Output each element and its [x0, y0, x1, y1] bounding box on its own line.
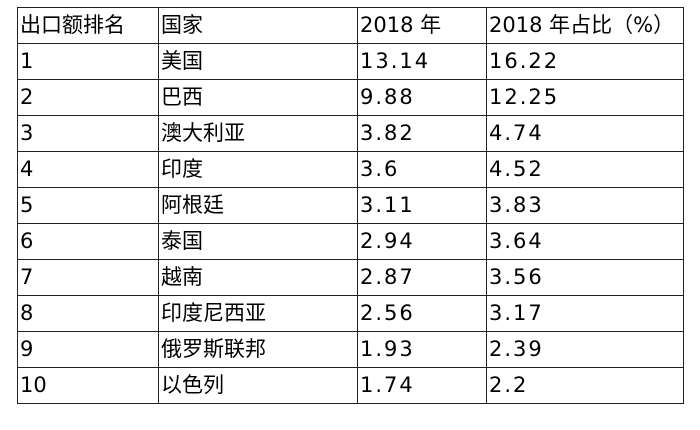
rank-cell: 8	[17, 295, 159, 332]
rank-cell: 1	[17, 43, 159, 80]
table-row: 9 俄罗斯联邦 1.93 2.39	[17, 331, 684, 368]
share-2018-cell: 4.74	[486, 115, 684, 152]
share-2018-cell: 16.22	[486, 43, 684, 80]
share-2018-cell: 3.64	[486, 223, 684, 260]
rank-cell: 4	[17, 151, 159, 188]
value-2018-cell: 1.74	[357, 367, 487, 404]
value-2018-cell: 2.87	[357, 259, 487, 296]
value-2018-cell: 13.14	[357, 43, 487, 80]
rank-cell: 5	[17, 187, 159, 224]
country-cell: 美国	[158, 43, 358, 80]
country-cell: 俄罗斯联邦	[158, 331, 358, 368]
share-2018-cell: 4.52	[486, 151, 684, 188]
table-row: 10 以色列 1.74 2.2	[17, 367, 684, 404]
rank-cell: 9	[17, 331, 159, 368]
header-row: 出口额排名 国家 2018 年 2018 年占比（%）	[17, 7, 684, 44]
country-cell: 印度尼西亚	[158, 295, 358, 332]
country-cell: 越南	[158, 259, 358, 296]
rank-cell: 10	[17, 367, 159, 404]
table-row: 2 巴西 9.88 12.25	[17, 79, 684, 116]
country-cell: 印度	[158, 151, 358, 188]
value-2018-cell: 3.6	[357, 151, 487, 188]
value-2018-cell: 2.56	[357, 295, 487, 332]
share-2018-cell: 3.83	[486, 187, 684, 224]
table-row: 3 澳大利亚 3.82 4.74	[17, 115, 684, 152]
rank-cell: 3	[17, 115, 159, 152]
header-country: 国家	[158, 7, 358, 44]
header-rank: 出口额排名	[17, 7, 159, 44]
share-2018-cell: 3.17	[486, 295, 684, 332]
share-2018-cell: 12.25	[486, 79, 684, 116]
table-row: 5 阿根廷 3.11 3.83	[17, 187, 684, 224]
share-2018-cell: 2.2	[486, 367, 684, 404]
rank-cell: 6	[17, 223, 159, 260]
share-2018-cell: 2.39	[486, 331, 684, 368]
country-cell: 以色列	[158, 367, 358, 404]
value-2018-cell: 2.94	[357, 223, 487, 260]
country-cell: 阿根廷	[158, 187, 358, 224]
header-2018: 2018 年	[357, 7, 487, 44]
table-row: 7 越南 2.87 3.56	[17, 259, 684, 296]
table-row: 1 美国 13.14 16.22	[17, 43, 684, 80]
country-cell: 泰国	[158, 223, 358, 260]
value-2018-cell: 9.88	[357, 79, 487, 116]
export-ranking-table: 出口额排名 国家 2018 年 2018 年占比（%） 1 美国 13.14 16.2…	[17, 7, 684, 404]
share-2018-cell: 3.56	[486, 259, 684, 296]
value-2018-cell: 3.82	[357, 115, 487, 152]
value-2018-cell: 1.93	[357, 331, 487, 368]
rank-cell: 7	[17, 259, 159, 296]
rank-cell: 2	[17, 79, 159, 116]
country-cell: 巴西	[158, 79, 358, 116]
value-2018-cell: 3.11	[357, 187, 487, 224]
table-row: 4 印度 3.6 4.52	[17, 151, 684, 188]
table-row: 8 印度尼西亚 2.56 3.17	[17, 295, 684, 332]
table-row: 6 泰国 2.94 3.64	[17, 223, 684, 260]
header-2018-share: 2018 年占比（%）	[486, 7, 684, 44]
country-cell: 澳大利亚	[158, 115, 358, 152]
